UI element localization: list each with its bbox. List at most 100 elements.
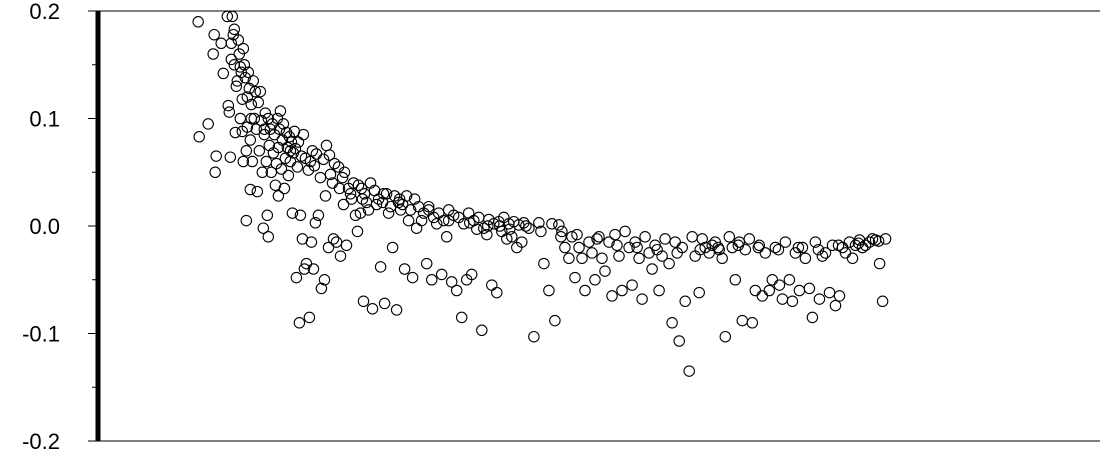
data-point — [223, 106, 236, 118]
data-point — [307, 263, 320, 275]
data-point — [237, 155, 250, 168]
data-point — [390, 304, 403, 316]
data-point — [320, 139, 333, 152]
data-point — [463, 217, 476, 229]
data-point — [631, 241, 643, 254]
data-point — [345, 193, 358, 205]
data-point — [636, 293, 648, 305]
data-point — [328, 157, 341, 170]
data-point — [400, 190, 413, 202]
data-point — [812, 243, 825, 256]
data-point — [229, 126, 242, 139]
data-point — [225, 37, 238, 50]
data-point — [298, 263, 311, 275]
data-point — [716, 252, 728, 265]
data-point — [322, 241, 335, 254]
data-point — [337, 198, 350, 211]
data-point — [533, 217, 545, 229]
data-point — [384, 200, 397, 213]
data-point — [520, 220, 532, 232]
data-point — [306, 145, 319, 157]
data-point — [334, 250, 347, 262]
data-point — [549, 314, 561, 327]
data-point — [355, 182, 368, 195]
data-point — [366, 303, 379, 315]
data-point — [746, 317, 759, 329]
data-point — [723, 231, 736, 243]
data-point — [876, 295, 889, 308]
y-tick-label: -0.1 — [22, 322, 60, 347]
data-point — [398, 263, 411, 275]
data-point — [793, 284, 806, 297]
data-point — [599, 265, 611, 277]
data-point — [305, 236, 318, 248]
data-point — [357, 295, 370, 308]
data-point — [763, 284, 776, 297]
data-point — [543, 284, 555, 297]
data-point — [243, 82, 256, 95]
data-point — [606, 290, 618, 302]
data-point — [603, 236, 615, 248]
data-point — [719, 330, 732, 343]
data-point — [462, 207, 475, 219]
data-point — [440, 231, 453, 243]
data-point — [252, 96, 265, 109]
data-point — [482, 220, 494, 232]
y-tick-label: 0.2 — [29, 0, 60, 24]
data-point — [272, 141, 285, 154]
data-point — [569, 271, 581, 284]
data-point — [291, 161, 304, 173]
data-point — [626, 279, 638, 291]
data-point — [494, 220, 506, 232]
data-point — [659, 233, 671, 245]
data-point — [504, 223, 516, 235]
data-point — [792, 241, 805, 254]
y-tick-label: 0.1 — [29, 107, 60, 132]
data-point — [202, 118, 214, 130]
data-point — [256, 166, 269, 179]
data-point — [304, 155, 317, 168]
data-point — [289, 142, 302, 155]
data-point — [826, 239, 839, 252]
data-point — [786, 295, 799, 308]
data-point — [743, 233, 756, 245]
data-point — [240, 145, 253, 157]
data-point — [535, 225, 547, 238]
data-point — [759, 247, 772, 259]
data-point — [450, 284, 463, 297]
data-point — [422, 200, 435, 213]
data-point — [260, 155, 273, 168]
axes — [95, 10, 1100, 442]
data-point — [663, 257, 675, 270]
data-point — [224, 151, 237, 163]
data-point — [653, 284, 665, 297]
data-point — [319, 190, 332, 202]
data-point — [410, 222, 423, 234]
data-point — [303, 311, 316, 324]
data-point — [225, 53, 238, 66]
data-point — [879, 233, 892, 245]
data-point — [209, 166, 221, 179]
data-point — [292, 136, 305, 148]
data-point — [506, 231, 518, 243]
data-point — [752, 241, 765, 254]
data-point — [712, 241, 724, 254]
data-point — [833, 290, 846, 302]
data-point — [766, 274, 779, 286]
data-point — [378, 297, 391, 310]
data-point — [285, 136, 298, 148]
data-point — [249, 85, 262, 98]
data-point — [393, 193, 406, 205]
data-point — [259, 107, 272, 119]
data-point — [228, 59, 241, 71]
data-point — [639, 231, 651, 243]
data-point — [629, 236, 641, 248]
data-point — [646, 263, 658, 275]
data-point — [358, 188, 371, 200]
data-point — [729, 274, 742, 286]
data-point — [813, 293, 826, 305]
data-point — [471, 223, 483, 235]
data-point — [776, 293, 789, 305]
y-tick-label: 0.0 — [29, 214, 60, 239]
data-point — [323, 149, 336, 161]
